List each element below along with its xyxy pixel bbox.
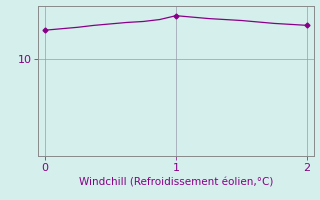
X-axis label: Windchill (Refroidissement éolien,°C): Windchill (Refroidissement éolien,°C): [79, 177, 273, 187]
